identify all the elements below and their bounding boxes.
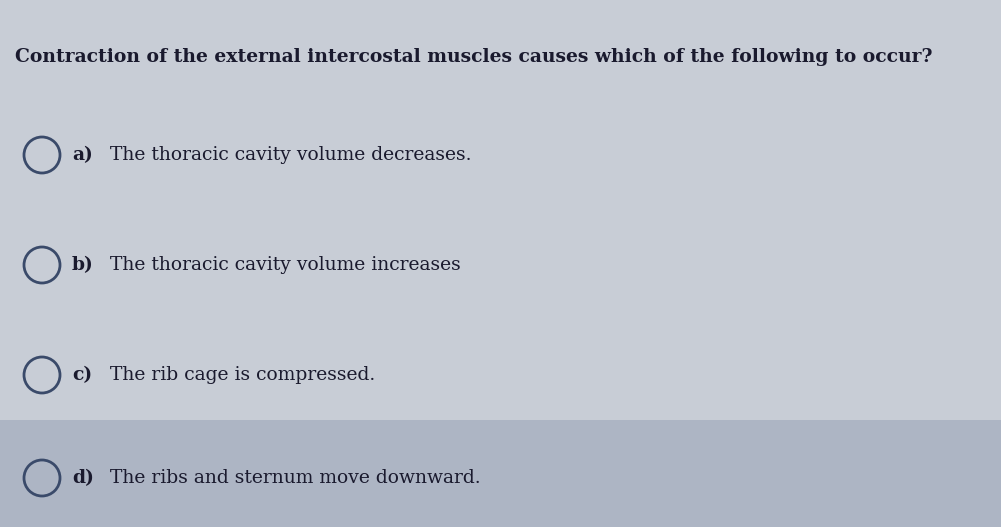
Text: b): b) [72,256,94,274]
Bar [0,420,1001,527]
Text: d): d) [72,469,94,487]
Text: The rib cage is compressed.: The rib cage is compressed. [110,366,375,384]
Text: Contraction of the external intercostal muscles causes which of the following to: Contraction of the external intercostal … [15,48,933,66]
Text: The thoracic cavity volume increases: The thoracic cavity volume increases [110,256,460,274]
Text: a): a) [72,146,93,164]
Text: c): c) [72,366,92,384]
Text: The thoracic cavity volume decreases.: The thoracic cavity volume decreases. [110,146,471,164]
Text: The ribs and sternum move downward.: The ribs and sternum move downward. [110,469,480,487]
